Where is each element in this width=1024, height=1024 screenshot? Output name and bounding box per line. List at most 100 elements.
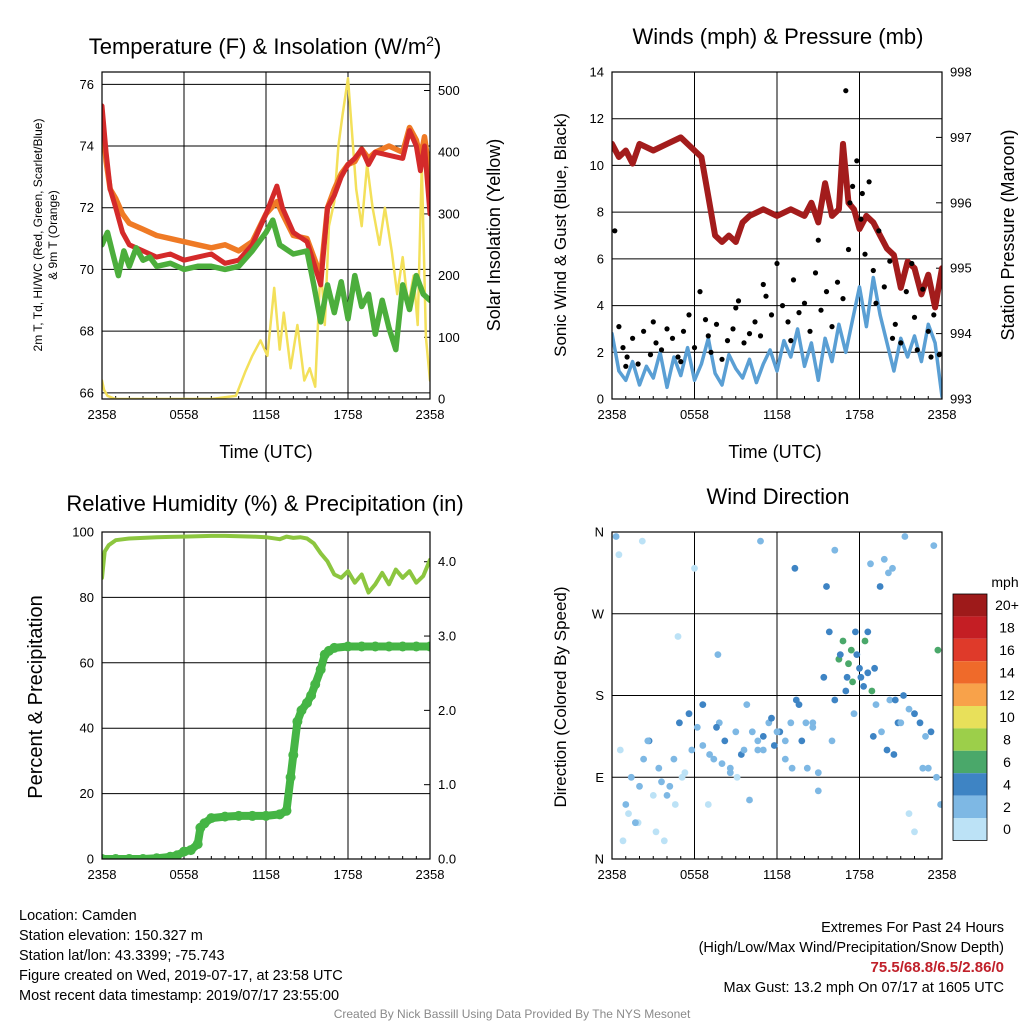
- temp-y-tick-label: 74: [80, 139, 94, 154]
- legend-swatch: [953, 683, 987, 706]
- station-info: Location: Camden Station elevation: 150.…: [19, 906, 343, 1006]
- gust-point: [818, 307, 824, 313]
- wind-direction-point: [788, 764, 796, 772]
- legend-swatch: [953, 728, 987, 751]
- wind-speed-legend: mph 20+ 18 16 14 12 10 8 6 4 2 0: [952, 574, 1019, 841]
- precip-point: [138, 854, 148, 859]
- legend-swatch: [953, 818, 987, 841]
- temp-y-tick-label: 66: [80, 385, 94, 400]
- wind-direction-point: [710, 755, 718, 763]
- wind-direction-point: [676, 719, 683, 727]
- wind-direction-point: [688, 746, 696, 754]
- gust-point: [616, 324, 622, 330]
- wind-direction-point: [743, 701, 751, 708]
- wind-direction-point: [915, 0, 922, 3]
- gust-point: [925, 328, 931, 334]
- gust-point: [735, 298, 742, 304]
- gust-point: [903, 289, 909, 295]
- precip-point: [151, 853, 162, 859]
- temp-right-axis-label: Solar Insolation (Yellow): [484, 139, 504, 331]
- wind-direction-point: [905, 810, 913, 817]
- gust-point: [909, 260, 915, 267]
- legend-swatch: [953, 638, 987, 662]
- wind-direction-point: [658, 778, 665, 786]
- rh-x-tick-label: 2358: [88, 867, 117, 882]
- gust-point: [650, 319, 656, 325]
- gust-point: [887, 258, 893, 264]
- wind-direction-point: [880, 555, 888, 563]
- rh-panel-title: Relative Humidity (%) & Precipitation (i…: [66, 491, 463, 516]
- max-gust: Max Gust: 13.2 mph On 07/17 at 1605 UTC: [723, 980, 1004, 996]
- wind-direction-point: [872, 701, 880, 708]
- wdir-x-tick-label: 2358: [928, 867, 957, 882]
- gust-point: [847, 200, 853, 206]
- extremes-title: Extremes For Past 24 Hours: [821, 920, 1004, 936]
- pressure-right-y-tick-label: 993: [950, 392, 972, 407]
- gust-point: [768, 312, 775, 318]
- gust-point: [635, 361, 641, 367]
- wdir-y-tick-label: E: [595, 770, 604, 785]
- wind-direction-point: [693, 723, 701, 731]
- gust-point: [840, 296, 846, 302]
- wind-direction-point: [814, 787, 822, 795]
- rh-x-tick-label: 1758: [334, 867, 363, 882]
- precip-point: [192, 839, 203, 850]
- precip-point: [199, 818, 210, 829]
- wind-direction-point: [746, 796, 753, 804]
- wind-direction-point: [622, 801, 630, 808]
- wdir-y-tick-label: W: [592, 606, 605, 621]
- wind-direction-point: [934, 646, 942, 654]
- station-elevation: Station elevation: 150.327 m: [19, 928, 203, 944]
- precip-point: [329, 642, 340, 653]
- wind-direction-point: [636, 782, 643, 790]
- wind-direction-point: [852, 628, 859, 636]
- wind-panel-title: Winds (mph) & Pressure (mb): [633, 24, 924, 49]
- wind-direction-point: [843, 673, 851, 681]
- rh-y-tick-label: 100: [72, 525, 94, 540]
- wind-direction-point: [699, 701, 707, 708]
- gust-point: [664, 326, 670, 332]
- temp-panel-title: Temperature (F) & Insolation (W/m2): [89, 33, 442, 59]
- solar-right-y-tick-label: 500: [438, 83, 460, 98]
- wind-direction-point: [823, 583, 830, 590]
- precip-right-y-tick-label: 1.0: [438, 777, 456, 792]
- wind-direction-point: [867, 560, 874, 568]
- wind-direction-point: [933, 773, 940, 781]
- precip-point: [296, 705, 307, 716]
- wind-y-axis-label: Sonic Wind & Gust (Blue, Black): [551, 113, 570, 357]
- wind-direction-point: [732, 728, 740, 736]
- wind-direction-point: [773, 728, 781, 736]
- precip-point: [220, 811, 230, 822]
- temp-y-tick-label: 72: [80, 200, 94, 215]
- precip-point: [397, 641, 408, 652]
- temp-series-line: [102, 103, 430, 288]
- legend-swatch: [953, 773, 987, 796]
- wind-direction-point: [883, 746, 891, 754]
- temp-x-tick-label: 2358: [416, 407, 445, 422]
- precip-point: [281, 805, 292, 816]
- humidity-precip-panel: Relative Humidity (%) & Precipitation (i…: [25, 491, 464, 882]
- rh-y-tick-label: 40: [80, 721, 94, 736]
- wind-direction-point: [678, 773, 686, 781]
- gust-point: [624, 354, 630, 360]
- wind-direction-point: [759, 733, 767, 740]
- legend-label: 10: [999, 709, 1015, 725]
- gust-point: [801, 300, 808, 306]
- wind-direction-point: [831, 696, 839, 704]
- gust-point: [785, 319, 791, 325]
- precip-point: [233, 810, 244, 821]
- extremes-subtitle: (High/Low/Max Wind/Precipitation/Snow De…: [698, 940, 1004, 956]
- wind-direction-point: [897, 719, 905, 727]
- temp-y-axis-label-line1: 2m T, Td, HI/WC (Red, Green, Scarlet/Blu…: [31, 119, 45, 352]
- wind-direction-point: [850, 710, 858, 718]
- gust-point: [870, 267, 876, 274]
- temp-x-tick-label: 1758: [334, 407, 363, 422]
- precip-point: [302, 697, 312, 708]
- temp-x-tick-label: 1158: [252, 407, 280, 422]
- wind-y-tick-label: 2: [597, 345, 604, 360]
- wind-direction-point: [828, 737, 836, 745]
- wind-direction-point: [721, 737, 729, 745]
- temp-x-tick-label: 2358: [88, 407, 117, 422]
- extremes-values: 75.5/68.8/6.5/2.86/0: [870, 959, 1004, 976]
